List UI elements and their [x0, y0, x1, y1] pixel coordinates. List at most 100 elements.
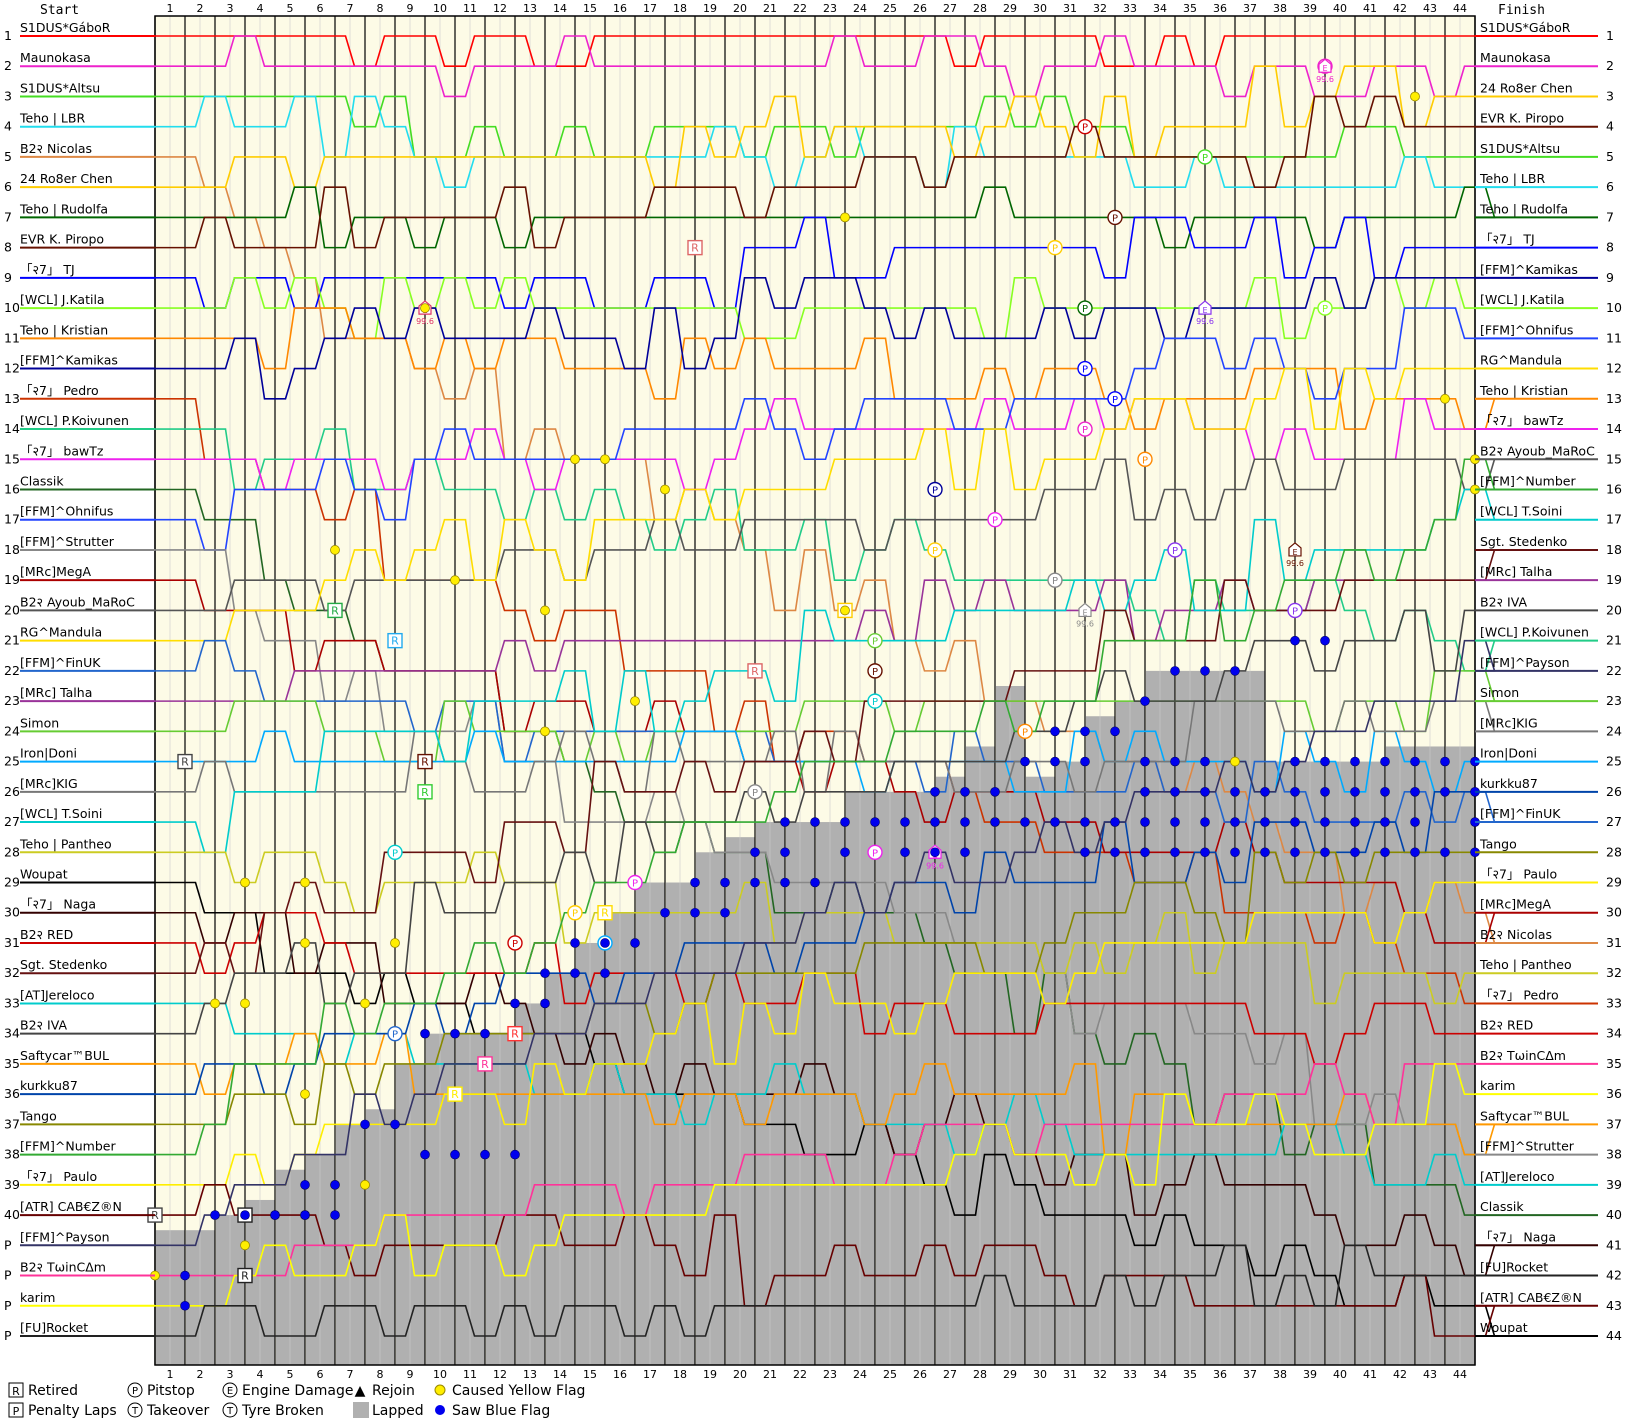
- grid-position-label: 35: [4, 1056, 20, 1071]
- lapped-column: [726, 837, 755, 1365]
- start-driver-name: 「२7」 Pedro: [20, 383, 99, 398]
- grid-position-label: 3: [4, 88, 12, 103]
- lap-tick-bottom: 13: [523, 1368, 537, 1381]
- blue-flag-dot: [930, 847, 940, 858]
- lap-tick-top: 38: [1273, 2, 1287, 15]
- yellow-flag-dot: [390, 938, 400, 948]
- grid-position-label: 37: [4, 1116, 20, 1131]
- finish-position-label: 35: [1606, 1056, 1622, 1071]
- finish-driver-name: Saftycar™BUL: [1480, 1108, 1569, 1123]
- finish-position-label: 36: [1606, 1086, 1622, 1101]
- pitstop-marker-letter: P: [1082, 425, 1088, 436]
- pitstop-marker-letter: P: [1112, 395, 1118, 406]
- yellow-flag-dot: [360, 998, 370, 1009]
- grid-position-label: 20: [4, 602, 20, 617]
- finish-driver-name: EVR K. Piropo: [1480, 111, 1564, 126]
- start-driver-name: 24 Ro8er Chen: [20, 171, 113, 186]
- yellow-flag-dot: [600, 454, 610, 465]
- blue-flag-dot: [1350, 847, 1360, 858]
- pitstop-marker-letter: P: [1082, 304, 1088, 315]
- lap-tick-top: 1: [167, 2, 174, 15]
- finish-driver-name: Woupat: [1480, 1320, 1528, 1335]
- lap-tick-bottom: 22: [793, 1368, 807, 1381]
- finish-driver-name: Classik: [1480, 1199, 1524, 1214]
- yellow-flag-dot: [300, 877, 310, 888]
- finish-position-label: 12: [1606, 361, 1622, 376]
- lap-tick-top: 36: [1213, 2, 1227, 15]
- lap-tick-bottom: 8: [377, 1368, 384, 1381]
- pitstop-marker-letter: P: [1322, 304, 1328, 315]
- retired-marker-letter: R: [421, 786, 429, 799]
- driver-position-line: [155, 549, 1496, 975]
- grid-position-label: 18: [4, 542, 20, 557]
- plot-border: [154, 15, 1476, 1366]
- start-driver-name: Classik: [20, 473, 64, 488]
- grid-position-label: 29: [4, 875, 20, 890]
- blue-flag-dot: [1080, 847, 1090, 858]
- pitstop-marker-letter: P: [572, 909, 578, 920]
- blue-flag-dot: [1410, 847, 1420, 858]
- grid-position-label: P: [4, 1237, 12, 1252]
- finish-driver-name: Teho | Pantheo: [1479, 957, 1572, 972]
- yellow-flag-dot: [360, 1179, 370, 1190]
- lap-tick-labels: 1122334455667788991010111112121313141415…: [167, 2, 1468, 1381]
- lapped-column: [486, 1033, 515, 1365]
- legend-circle-symbol: [127, 1402, 143, 1418]
- blue-flag-dot: [780, 877, 790, 888]
- pitstop-marker-letter: P: [872, 637, 878, 648]
- finish-position-label: 37: [1606, 1116, 1622, 1131]
- finish-position-label: 29: [1606, 875, 1622, 890]
- lap-tick-top: 25: [883, 2, 897, 15]
- blue-flag-dot: [570, 938, 580, 948]
- engine-damage-value: 99.6: [926, 861, 944, 870]
- lap-tick-top: 34: [1153, 2, 1167, 15]
- lap-tick-top: 2: [197, 2, 204, 15]
- lap-tick-top: 20: [733, 2, 747, 15]
- blue-flag-dot: [1350, 787, 1360, 797]
- lap-tick-bottom: 26: [913, 1368, 927, 1381]
- lap-tick-top: 18: [673, 2, 687, 15]
- pitstop-marker-letter: P: [872, 667, 878, 678]
- grid-position-label: 5: [4, 149, 12, 164]
- blue-flag-dot: [1410, 787, 1420, 797]
- blue-flag-dot: [1200, 847, 1210, 858]
- finish-driver-name: [MRc] Talha: [1480, 564, 1552, 579]
- lapped-column: [156, 1230, 185, 1365]
- finish-position-label: 20: [1606, 602, 1622, 617]
- blue-flag-dot: [690, 907, 700, 918]
- blue-flag-dot: [870, 817, 880, 827]
- lap-tick-top: 29: [1003, 2, 1017, 15]
- lap-tick-bottom: 11: [463, 1368, 477, 1381]
- legend-circle-symbol: [127, 1382, 143, 1398]
- finish-driver-name: B2२ Ayoub_MaRoC: [1480, 443, 1595, 458]
- finish-driver-name: Teho | LBR: [1479, 171, 1545, 186]
- engine-damage-value: 99.6: [1196, 317, 1214, 326]
- lap-tick-bottom: 19: [703, 1368, 717, 1381]
- pitstop-marker-letter: P: [1202, 153, 1208, 164]
- lap-tick-top: 30: [1033, 2, 1047, 15]
- start-driver-name: Maunokasa: [20, 50, 91, 65]
- blue-flag-dot: [1140, 787, 1150, 797]
- legend-square-symbol: [8, 1402, 24, 1418]
- pitstop-marker-letter: P: [1082, 123, 1088, 134]
- retired-marker-letter: R: [481, 1058, 489, 1071]
- finish-driver-name: [FFM]^FinUK: [1480, 806, 1561, 821]
- blue-flag-dot: [1290, 847, 1300, 858]
- engine-damage-value: 99.6: [1286, 559, 1304, 568]
- retired-marker-letter: R: [181, 756, 189, 769]
- blue-flag-dot: [780, 847, 790, 858]
- lap-tick-bottom: 28: [973, 1368, 987, 1381]
- finish-driver-name: Teho | Kristian: [1479, 383, 1568, 398]
- blue-flag-dot: [540, 998, 550, 1009]
- legend-blue-dot: [435, 1405, 445, 1415]
- finish-position-label: 1: [1606, 28, 1614, 43]
- legend-label: Pitstop: [147, 1383, 195, 1399]
- blue-flag-dot: [1410, 756, 1420, 767]
- driver-position-line: [155, 367, 1475, 642]
- retired-marker: [687, 239, 703, 256]
- lap-tick-bottom: 31: [1063, 1368, 1077, 1381]
- lap-tick-bottom: 38: [1273, 1368, 1287, 1381]
- pitstop-marker-letter: P: [992, 516, 998, 527]
- driver-position-line: [155, 609, 1475, 1035]
- legend-circle-letter: T: [131, 1406, 139, 1417]
